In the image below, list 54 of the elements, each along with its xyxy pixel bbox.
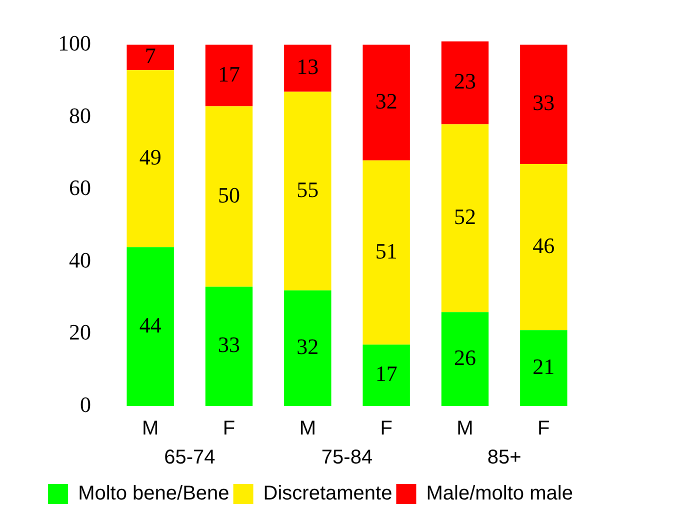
bar (284, 44, 332, 92)
bar (520, 164, 568, 330)
x-tick-label: F (538, 418, 550, 440)
data-label: 50 (218, 182, 240, 208)
data-label: 46 (532, 232, 555, 258)
data-label: 32 (296, 334, 319, 359)
text: 75-84 (321, 446, 373, 469)
y-tick-label: 80 (69, 102, 91, 128)
bar (520, 330, 568, 406)
legend-label: Discretamente (263, 482, 392, 505)
bar (520, 44, 568, 164)
legend-label: Male/molto male (426, 482, 573, 505)
bar (284, 92, 332, 290)
y-tick-label: 0 (80, 392, 91, 417)
data-label: 44 (139, 312, 162, 338)
y-tick-label: 60 (69, 175, 91, 200)
data-label: 32 (375, 88, 398, 114)
legend-label: Molto bene/Bene (78, 482, 230, 505)
x-tick-label: F (380, 418, 392, 440)
x-tick-label: M (456, 418, 474, 440)
data-label: 7 (144, 43, 156, 68)
data-label: 26 (454, 344, 476, 370)
y-tick-label: 40 (69, 247, 91, 272)
text: 65-74 (164, 446, 216, 469)
bar (362, 160, 410, 345)
x-tick-label: M (142, 418, 159, 440)
bar (284, 290, 332, 406)
data-label: 49 (139, 144, 162, 170)
data-label: 55 (296, 176, 319, 202)
data-label: 17 (375, 361, 398, 386)
bar (205, 286, 253, 406)
data-label: 52 (454, 204, 476, 229)
data-label: 17 (218, 61, 240, 86)
bar (126, 70, 174, 248)
bar (441, 312, 489, 406)
x-tick-label: F (222, 418, 236, 440)
data-label: 13 (296, 54, 319, 80)
data-label: 51 (375, 238, 398, 264)
bar (205, 106, 253, 287)
data-label: 33 (532, 90, 555, 116)
x-tick-label: M (299, 418, 316, 440)
bar (441, 124, 489, 312)
data-label: 21 (532, 354, 555, 379)
bar (441, 41, 489, 124)
bar (126, 247, 174, 406)
bar (205, 44, 253, 106)
data-label: 23 (454, 68, 476, 94)
y-tick-label: 20 (69, 320, 91, 345)
y-tick-label: 100 (58, 30, 91, 56)
bar (362, 44, 410, 160)
bar (126, 44, 174, 70)
text: 85+ (487, 446, 522, 469)
bar (362, 344, 410, 406)
data-label: 33 (218, 332, 240, 358)
